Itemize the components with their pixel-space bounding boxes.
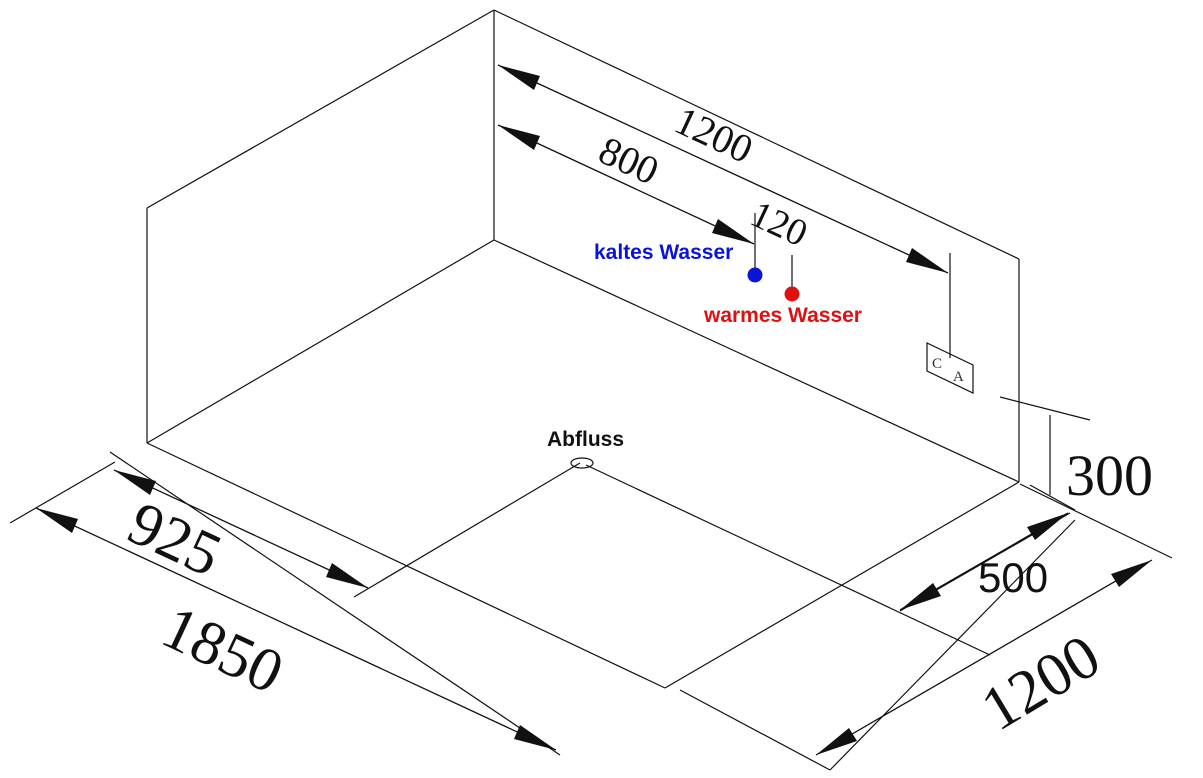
dim-925	[113, 469, 369, 589]
drain-lines	[353, 457, 1076, 656]
warm-water-label: warmes Wasser	[703, 304, 862, 327]
dim-1850	[35, 507, 557, 751]
drain-icon	[570, 457, 594, 469]
dim-300-label: 300	[1066, 443, 1153, 508]
ca-marker: C A	[926, 253, 974, 394]
drain-label: Abfluss	[547, 428, 624, 451]
dim-1200-top-label: 1200	[668, 97, 760, 172]
dim-1850-label: 1850	[152, 593, 293, 707]
dim-1200-top	[497, 64, 949, 274]
dim-925-label: 925	[118, 489, 231, 590]
side-wall-outline	[493, 9, 1020, 483]
ca-letter-c: C	[932, 356, 942, 372]
dim-500-label: 500	[978, 554, 1048, 601]
warm-water-inlet-icon	[784, 286, 800, 302]
cold-water-inlet-icon	[747, 267, 763, 283]
height-dimension	[999, 396, 1091, 495]
ca-letter-a: A	[953, 369, 964, 385]
dim-1200-right	[815, 559, 1153, 756]
dim-800	[497, 124, 755, 245]
dim-500	[899, 512, 1069, 611]
dim-1200-right-label: 1200	[970, 622, 1111, 744]
back-wall-outline	[146, 9, 495, 444]
cold-water-label: kaltes Wasser	[594, 241, 733, 264]
